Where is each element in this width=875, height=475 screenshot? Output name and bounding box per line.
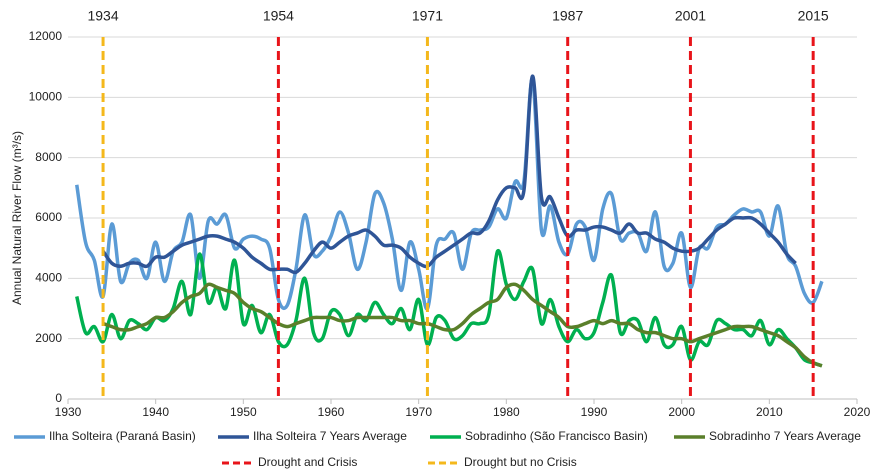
event-year-label: 1971 xyxy=(412,8,443,24)
series-line xyxy=(75,77,824,311)
y-tick-label: 4000 xyxy=(35,271,62,285)
y-tick-label: 8000 xyxy=(35,150,62,164)
x-tick-label: 2020 xyxy=(844,405,871,419)
series-line xyxy=(75,249,823,368)
y-tick-label: 12000 xyxy=(29,29,63,43)
x-tick-label: 1950 xyxy=(230,405,257,419)
event-year-label: 1954 xyxy=(263,8,294,24)
y-tick-label: 6000 xyxy=(35,210,62,224)
event-year-label: 2001 xyxy=(675,8,706,24)
x-tick-label: 2010 xyxy=(756,405,783,419)
series-line xyxy=(101,74,797,275)
legend-label: Drought but no Crisis xyxy=(464,455,577,469)
x-tick-label: 1980 xyxy=(493,405,520,419)
y-axis-label: Annual Natural River Flow (m³/s) xyxy=(10,131,24,305)
y-tick-label: 2000 xyxy=(35,331,62,345)
x-tick-label: 2000 xyxy=(668,405,695,419)
x-tick-label: 1930 xyxy=(55,405,82,419)
event-year-label: 2015 xyxy=(798,8,829,24)
y-tick-label: 10000 xyxy=(29,90,63,104)
y-tick-label: 0 xyxy=(55,391,62,405)
x-tick-label: 1970 xyxy=(405,405,432,419)
legend-label: Ilha Solteira 7 Years Average xyxy=(253,429,407,443)
series-line xyxy=(102,282,823,368)
legend-label: Drought and Crisis xyxy=(258,455,357,469)
legend-label: Sobradinho 7 Years Average xyxy=(709,429,861,443)
legend-label: Ilha Solteira (Paraná Basin) xyxy=(49,429,196,443)
x-tick-label: 1940 xyxy=(142,405,169,419)
event-year-label: 1987 xyxy=(552,8,583,24)
legend-label: Sobradinho (São Francisco Basin) xyxy=(465,429,648,443)
x-tick-label: 1960 xyxy=(318,405,345,419)
x-tick-label: 1990 xyxy=(581,405,608,419)
event-year-label: 1934 xyxy=(87,8,118,24)
